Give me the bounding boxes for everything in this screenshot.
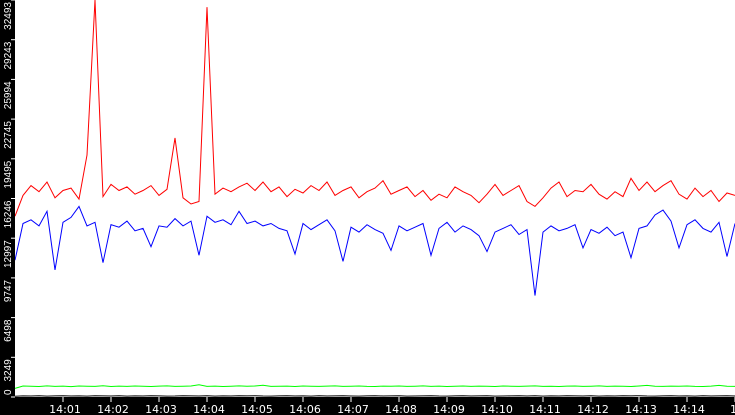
x-tick-label: 14:09	[433, 403, 465, 415]
series-line-2	[14, 384, 735, 389]
x-tick-label: 14:10	[481, 403, 513, 415]
y-tick-label: 25994	[3, 81, 14, 109]
series-line-3	[14, 395, 735, 397]
y-tick-label: 32493	[3, 2, 14, 30]
x-tick-label: 14:12	[577, 403, 609, 415]
x-tick-label: 14:06	[289, 403, 321, 415]
x-tick-label: 14:11	[529, 403, 561, 415]
y-axis: 0 3249 6498 9747 12997 16246 19495 22745 25994 29…	[3, 0, 15, 398]
y-tick-label: 9747	[3, 279, 14, 302]
series-layer	[14, 0, 735, 397]
x-tick-label: 14:03	[145, 403, 177, 415]
x-tick-label: 14:04	[193, 403, 225, 415]
x-axis-bar	[0, 397, 735, 415]
x-tick-label: 14:01	[49, 403, 81, 415]
y-axis-bar	[0, 0, 15, 415]
plot-background	[15, 0, 735, 397]
series-line-1	[14, 205, 735, 296]
y-tick-label: 12997	[3, 240, 14, 268]
x-tick-label: 14:05	[241, 403, 273, 415]
x-tick-label: 14:02	[97, 403, 129, 415]
x-axis: 14:01 14:02 14:03 14:04 14:05 14:06 14:07 14:08…	[49, 397, 735, 415]
y-tick-label: 29243	[3, 41, 14, 69]
y-tick-label: 22745	[3, 121, 14, 149]
y-tick-label: 0	[3, 389, 14, 395]
y-tick-label: 16246	[3, 200, 14, 228]
x-tick-label: 14	[730, 403, 735, 415]
y-tick-label: 3249	[3, 359, 14, 382]
x-tick-label: 14:08	[385, 403, 417, 415]
x-tick-label: 14:07	[337, 403, 369, 415]
series-line-0	[14, 0, 735, 217]
x-tick-label: 14:14	[673, 403, 705, 415]
x-tick-label: 14:13	[625, 403, 657, 415]
y-tick-label: 6498	[3, 319, 14, 342]
y-tick-label: 19495	[3, 160, 14, 188]
